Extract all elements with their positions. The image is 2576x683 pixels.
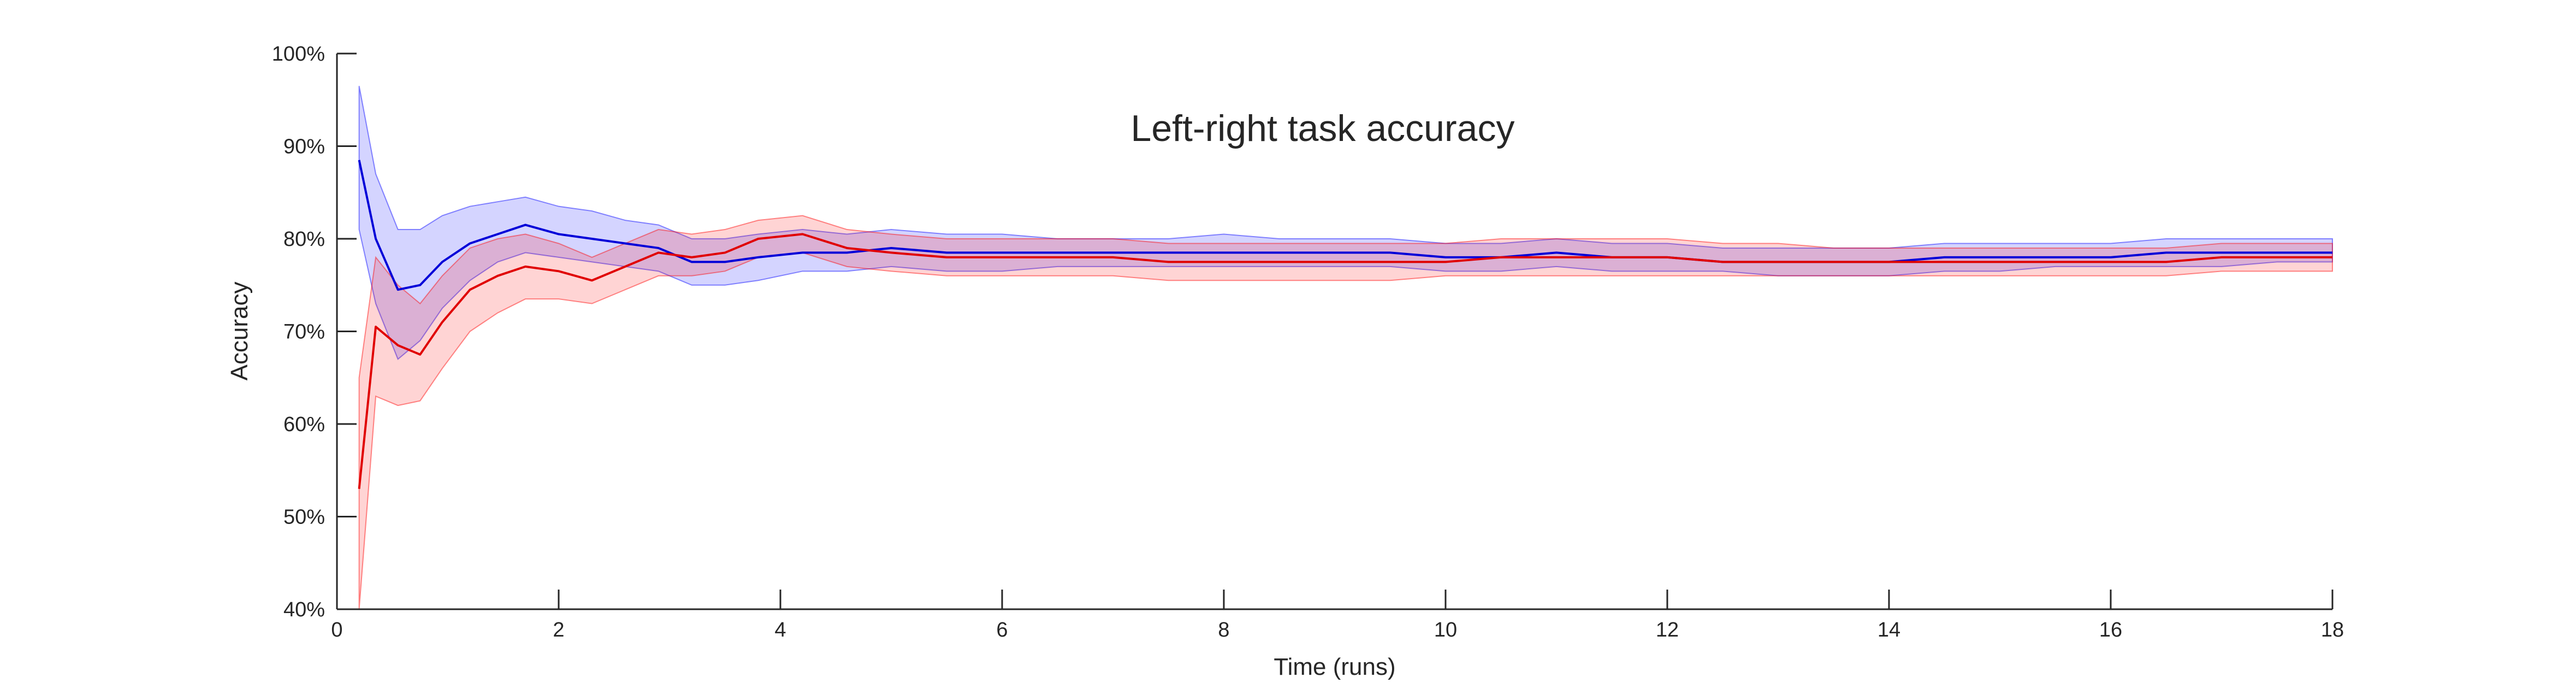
x-tick-label: 0 [331, 619, 342, 641]
y-tick-label: 50% [283, 506, 325, 529]
series-2-line [358, 233, 2332, 489]
series-1-confidence-band [358, 86, 2333, 361]
x-tick-label: 12 [1656, 619, 1679, 641]
y-tick-label: 90% [283, 136, 325, 158]
x-tick-label: 10 [1434, 619, 1457, 641]
y-tick-label: 60% [283, 413, 325, 436]
y-tick-label: 40% [283, 598, 325, 621]
x-axis-label: Time (runs) [1274, 653, 1395, 680]
ticks: 0 2 4 6 8 10 12 14 16 18 40% 50% 60% 70% 80% 90% 100% [272, 43, 2344, 641]
x-tick-label: 4 [774, 619, 786, 641]
x-tick-label: 16 [2099, 619, 2122, 641]
x-tick-label: 2 [553, 619, 564, 641]
x-tick-label: 8 [1218, 619, 1229, 641]
x-tick-label: 6 [996, 619, 1008, 641]
series-1-line [358, 160, 2332, 291]
x-tick-label: 14 [1878, 619, 1900, 641]
y-tick-label: 70% [283, 321, 325, 344]
chart-title: Left-right task accuracy [1131, 108, 1515, 149]
plot-area [358, 86, 2333, 610]
x-tick-label: 18 [2321, 619, 2344, 641]
y-tick-label: 100% [272, 43, 325, 66]
y-axis-label: Accuracy [226, 282, 253, 381]
y-tick-label: 80% [283, 228, 325, 251]
series-2-confidence-band [358, 215, 2333, 610]
